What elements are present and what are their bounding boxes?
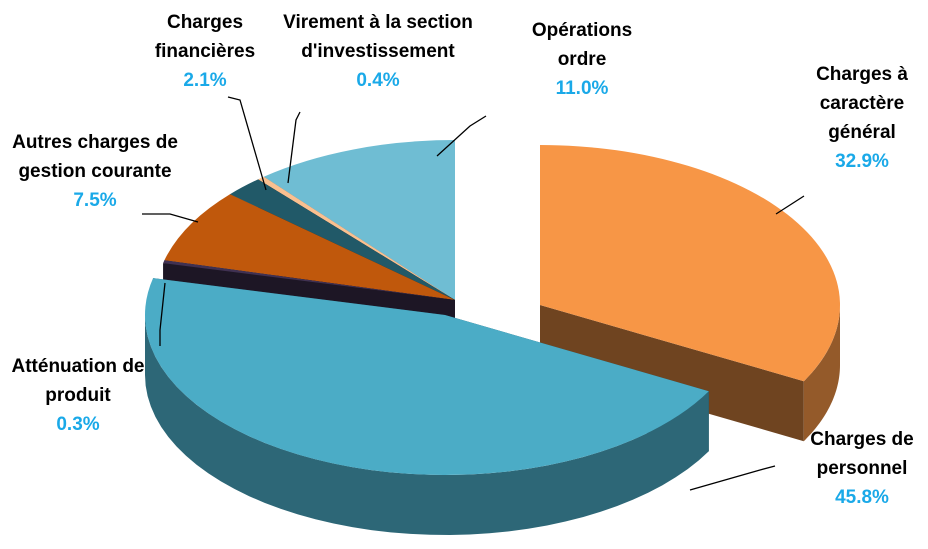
slice: [164, 194, 455, 300]
slice-side: [803, 305, 840, 442]
slice-wall: [540, 305, 804, 442]
data-label: Opérations ordre 11.0%: [517, 16, 647, 103]
value-label: 0.4%: [356, 70, 400, 91]
leader-line: [159, 282, 166, 346]
leader-line: [436, 115, 487, 157]
category-label: Opérations ordre: [531, 20, 633, 70]
leader-line: [775, 195, 805, 215]
value-label: 7.5%: [73, 190, 117, 211]
data-label: Charges à caractère général 32.9%: [806, 60, 918, 176]
value-label: 11.0%: [555, 78, 609, 99]
data-label: Charges de personnel 45.8%: [797, 425, 927, 512]
slice-side: [145, 315, 709, 535]
value-label: 2.1%: [183, 70, 227, 91]
slice: [258, 176, 455, 300]
category-label: Charges financières: [154, 12, 256, 62]
data-label: Autres charges de gestion courante 7.5%: [5, 128, 185, 215]
leader-line: [142, 213, 199, 223]
category-label: Charges à caractère général: [816, 64, 908, 143]
slice: [144, 278, 709, 535]
slice: [144, 278, 709, 475]
data-label: Atténuation de produit 0.3%: [11, 352, 146, 439]
slice: [540, 145, 840, 442]
data-label: Charges financières 2.1%: [140, 8, 270, 95]
leader-line: [689, 465, 776, 491]
category-label: Atténuation de produit: [11, 356, 145, 406]
data-label: Virement à la section d'investissement 0.…: [283, 8, 473, 95]
slice: [163, 260, 456, 300]
slice: [263, 140, 455, 300]
value-label: 0.3%: [56, 414, 100, 435]
slice: [229, 179, 455, 300]
value-label: 32.9%: [835, 151, 889, 172]
category-label: Autres charges de gestion courante: [12, 132, 178, 182]
category-label: Charges de personnel: [810, 429, 914, 479]
value-label: 45.8%: [835, 487, 889, 508]
leader-line: [287, 111, 301, 184]
category-label: Virement à la section d'investissement: [283, 12, 473, 62]
leader-line: [227, 96, 267, 191]
slice: [540, 145, 840, 382]
